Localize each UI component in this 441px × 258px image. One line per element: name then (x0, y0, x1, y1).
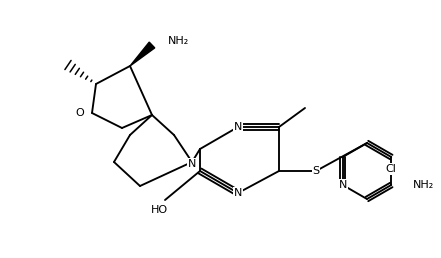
Polygon shape (130, 42, 155, 66)
Text: N: N (234, 122, 242, 132)
Text: O: O (75, 108, 84, 118)
Text: N: N (339, 180, 347, 190)
Text: N: N (188, 159, 196, 169)
Text: N: N (234, 188, 242, 198)
Text: S: S (312, 166, 320, 176)
Text: HO: HO (150, 205, 168, 215)
Text: NH₂: NH₂ (413, 180, 434, 190)
Text: Cl: Cl (386, 164, 397, 174)
Text: NH₂: NH₂ (168, 36, 189, 46)
